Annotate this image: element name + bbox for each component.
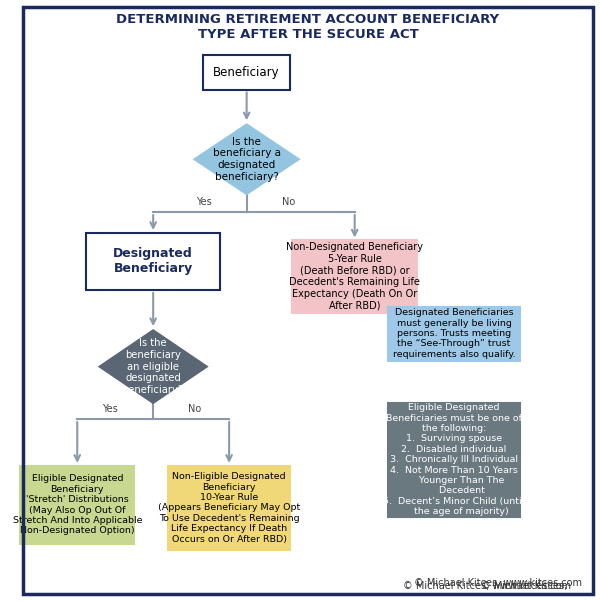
FancyBboxPatch shape (292, 240, 418, 313)
Polygon shape (193, 123, 301, 195)
Text: Designated Beneficiaries
must generally be living
persons. Trusts meeting
the “S: Designated Beneficiaries must generally … (392, 308, 515, 359)
Text: Yes: Yes (196, 197, 212, 207)
Text: © Michael Kitces, www.kitces.com: © Michael Kitces, www.kitces.com (415, 578, 583, 588)
Text: Eligible Designated
Beneficiaries must be one of
the following:
1.  Surviving sp: Eligible Designated Beneficiaries must b… (383, 403, 524, 516)
Text: No: No (281, 197, 295, 207)
Text: DETERMINING RETIREMENT ACCOUNT BENEFICIARY
TYPE AFTER THE SECURE ACT: DETERMINING RETIREMENT ACCOUNT BENEFICIA… (116, 13, 500, 41)
Text: Eligible Designated
Beneficiary
'Stretch' Distributions
(May Also Op Out Of
Stre: Eligible Designated Beneficiary 'Stretch… (13, 474, 142, 535)
Text: Yes: Yes (103, 404, 118, 415)
FancyBboxPatch shape (20, 466, 134, 544)
Text: Is the
beneficiary a
designated
beneficiary?: Is the beneficiary a designated benefici… (212, 137, 281, 182)
Text: No: No (188, 404, 202, 415)
Text: Designated
Beneficiary: Designated Beneficiary (113, 248, 193, 275)
FancyBboxPatch shape (168, 466, 290, 550)
Text: Non-Designated Beneficiary
5-Year Rule
(Death Before RBD) or
Decedent's Remainin: Non-Designated Beneficiary 5-Year Rule (… (286, 242, 423, 311)
Text: Is the
beneficiary
an eligible
designated
beneficiary?: Is the beneficiary an eligible designate… (122, 338, 184, 395)
FancyBboxPatch shape (388, 307, 520, 361)
Text: Beneficiary: Beneficiary (214, 66, 280, 79)
Text: Non-Eligible Designated
Beneficiary
10-Year Rule
(Appears Beneficiary May Opt
To: Non-Eligible Designated Beneficiary 10-Y… (158, 472, 300, 543)
Polygon shape (98, 329, 209, 404)
FancyBboxPatch shape (86, 233, 220, 290)
FancyBboxPatch shape (388, 403, 520, 517)
FancyBboxPatch shape (203, 55, 290, 90)
Text: © Michael Kitces, www.kitces.com: © Michael Kitces, www.kitces.com (403, 581, 571, 591)
Text: © Michael Kitces,: © Michael Kitces, (481, 581, 571, 591)
